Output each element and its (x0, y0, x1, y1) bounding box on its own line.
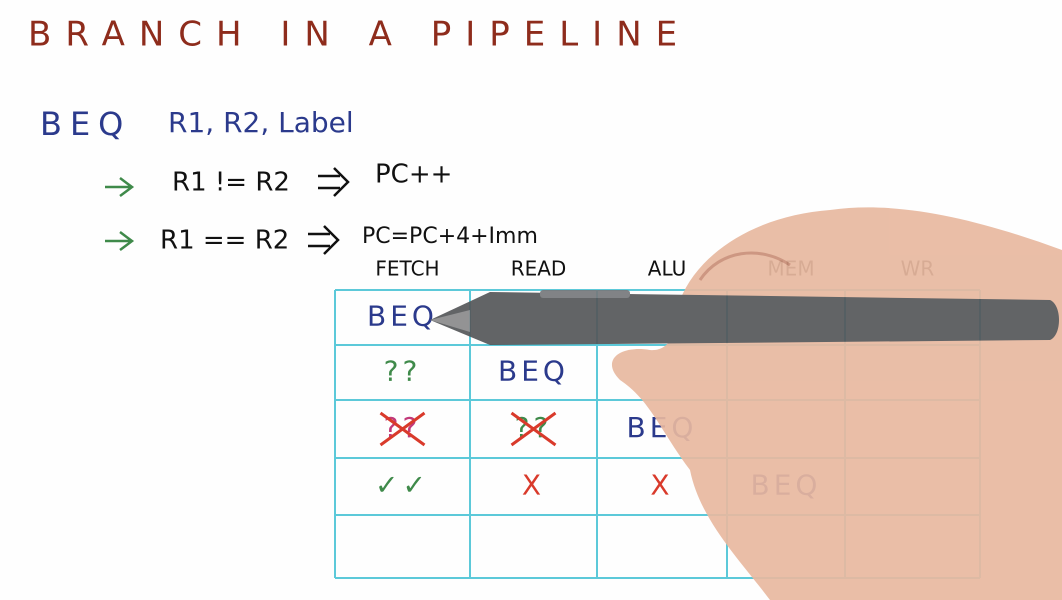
result: PC++ (375, 160, 452, 190)
title: BRANCH IN A PIPELINE (28, 15, 691, 55)
strike-mark (510, 411, 557, 447)
column-header: READ (511, 257, 567, 281)
condition: R1 != R2 (172, 168, 290, 198)
column-header: FETCH (375, 257, 439, 281)
cell-text: ?? (384, 355, 422, 388)
cell-text: BEQ (498, 355, 569, 388)
cell-text: BEQ (367, 300, 438, 333)
operands: R1, R2, Label (168, 106, 354, 139)
implies (318, 167, 350, 197)
strike-mark (379, 411, 426, 447)
condition: R1 == R2 (160, 226, 289, 256)
cell-text: X (650, 469, 673, 502)
implies (308, 225, 340, 255)
cell-text: ✓✓ (375, 469, 430, 502)
instruction: BEQ (40, 105, 131, 143)
cell-text: X (522, 469, 545, 502)
hand-illustration (430, 207, 1062, 600)
arrow (105, 177, 135, 197)
arrow (105, 231, 135, 251)
result: PC=PC+4+Imm (362, 224, 538, 249)
column-header: ALU (648, 257, 686, 281)
